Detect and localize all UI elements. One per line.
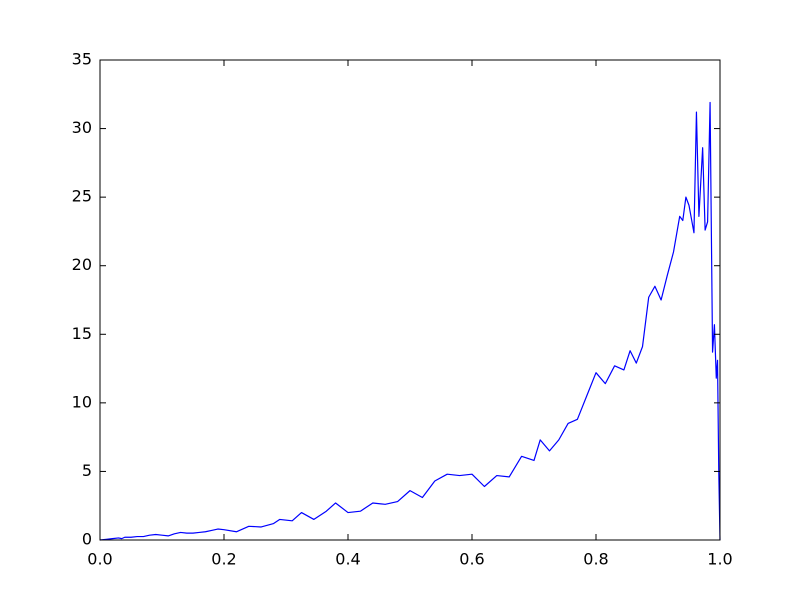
y-tick-label: 10 [72,392,92,411]
y-tick-label: 25 [72,187,92,206]
x-tick-label: 0.8 [583,550,608,569]
plot-area [99,101,721,541]
y-tick-label: 0 [82,530,92,549]
plot-frame [99,59,721,541]
axis-tick-labels: 0.0 0.2 0.4 0.6 0.8 1.0 0 5 10 15 20 25 30 35 [72,50,733,569]
x-tick-label: 1.0 [707,550,732,569]
y-tick-label: 35 [72,50,92,69]
x-tick-label: 0.2 [211,550,236,569]
y-tick-label: 5 [82,461,92,480]
x-tick-label: 0.6 [459,550,484,569]
x-tick-label: 0.0 [87,550,112,569]
x-tick-label: 0.4 [335,550,360,569]
y-tick-label: 15 [72,324,92,343]
y-tick-label: 30 [72,118,92,137]
y-tick-label: 20 [72,255,92,274]
series-line-0 [99,101,721,541]
